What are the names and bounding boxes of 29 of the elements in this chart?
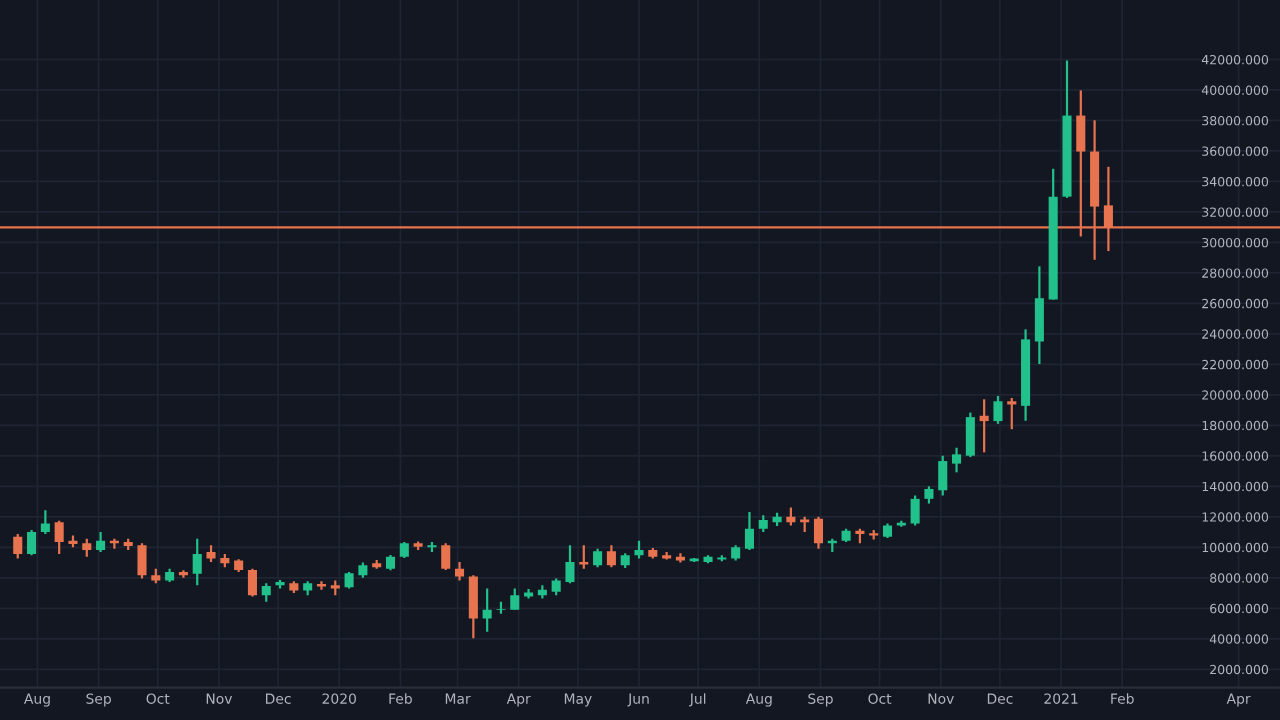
candlestick [910,494,920,527]
candlestick [744,511,754,552]
candlestick [261,582,271,603]
candlestick [54,519,64,556]
candlestick [593,547,603,569]
candlestick [565,544,575,585]
candlestick [993,394,1003,425]
candlestick [938,454,948,497]
candlestick [979,398,989,454]
candlestick [965,411,975,459]
candlestick [482,587,492,633]
candlestick [952,446,962,474]
candlestick [192,537,202,587]
candlestick [96,530,106,554]
candlestick [316,580,327,591]
candlestick [813,515,824,550]
candlestick [137,542,147,580]
candlestick [468,574,478,640]
candlestick [13,532,23,560]
candlestick [1034,265,1044,366]
candlestick [1007,396,1017,431]
candlestick [455,560,465,582]
candlestick [27,529,37,557]
candlestick [40,509,50,536]
candlestick [441,542,451,572]
candlestick [510,587,520,611]
candlestick [606,544,616,569]
candlestick [579,544,589,570]
candlestick [247,567,257,598]
